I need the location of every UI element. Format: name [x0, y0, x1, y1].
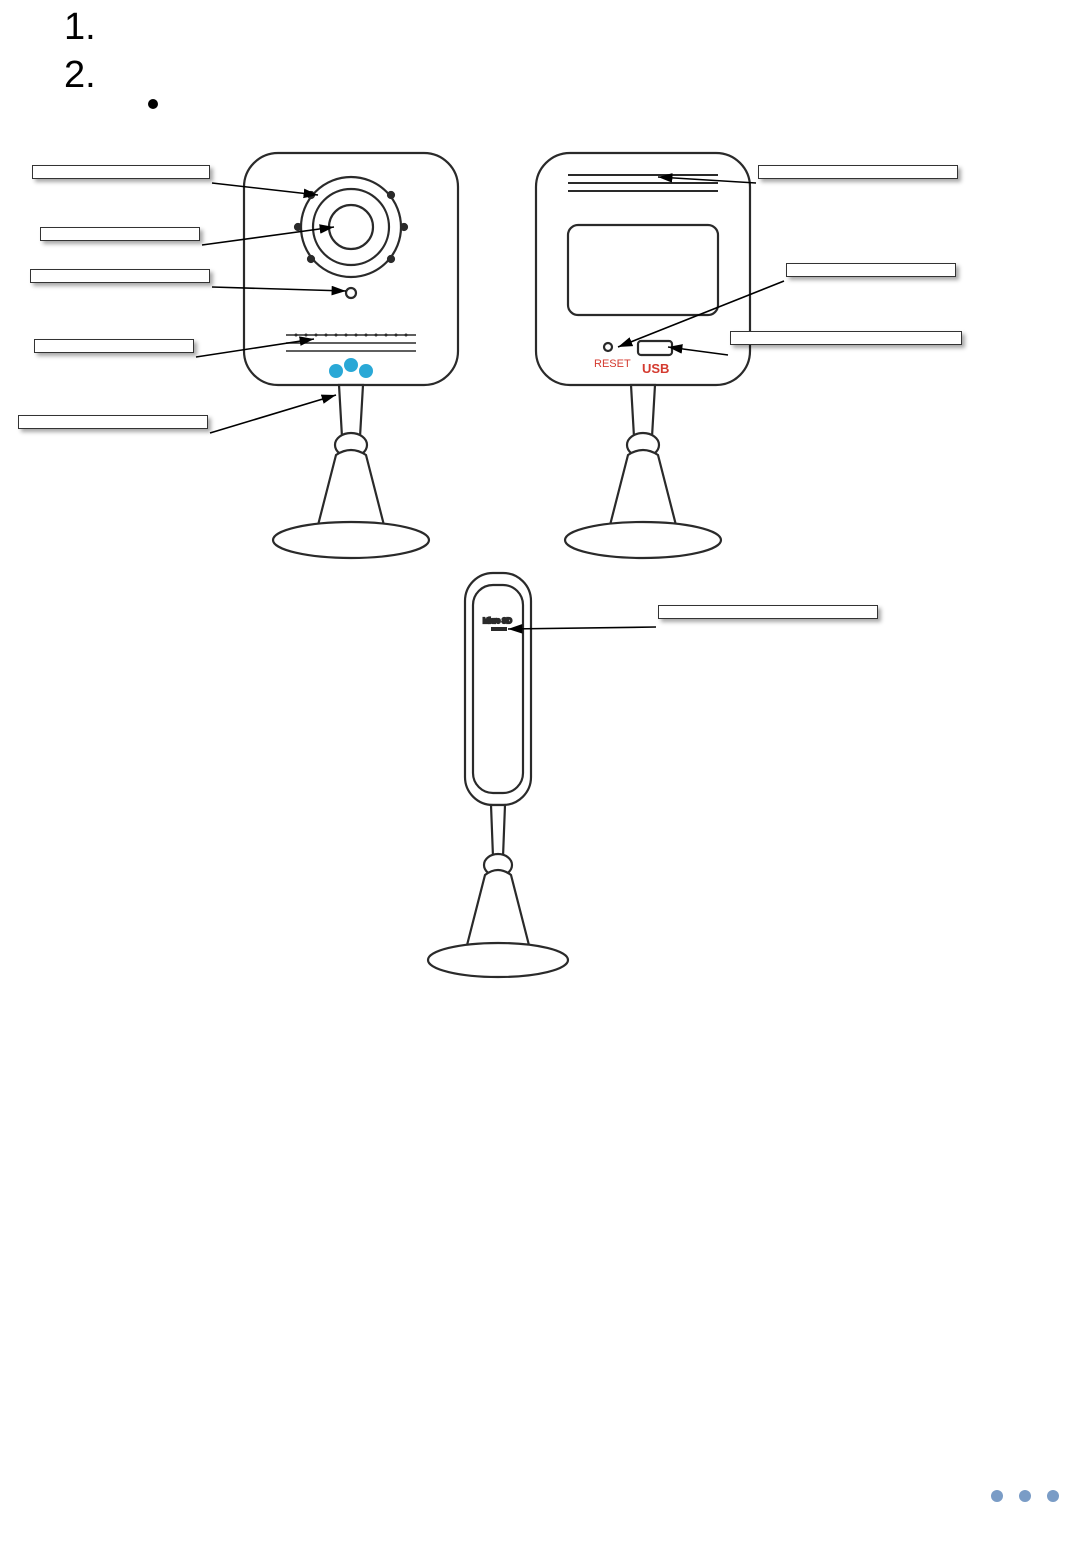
list-number: 2. [64, 52, 110, 100]
dot-icon [1019, 1490, 1031, 1502]
list-item: 1. [64, 4, 1065, 52]
list-item: 2. [64, 52, 1065, 100]
dot-icon [991, 1490, 1003, 1502]
dot-icon [1047, 1490, 1059, 1502]
sub-bullet [148, 99, 1065, 109]
product-diagram: RESET USB Micro SD [18, 135, 1065, 1155]
bullet-icon [148, 99, 158, 109]
footer-dots [991, 1490, 1059, 1502]
list-number: 1. [64, 4, 110, 52]
callout-arrows [18, 135, 1065, 1155]
